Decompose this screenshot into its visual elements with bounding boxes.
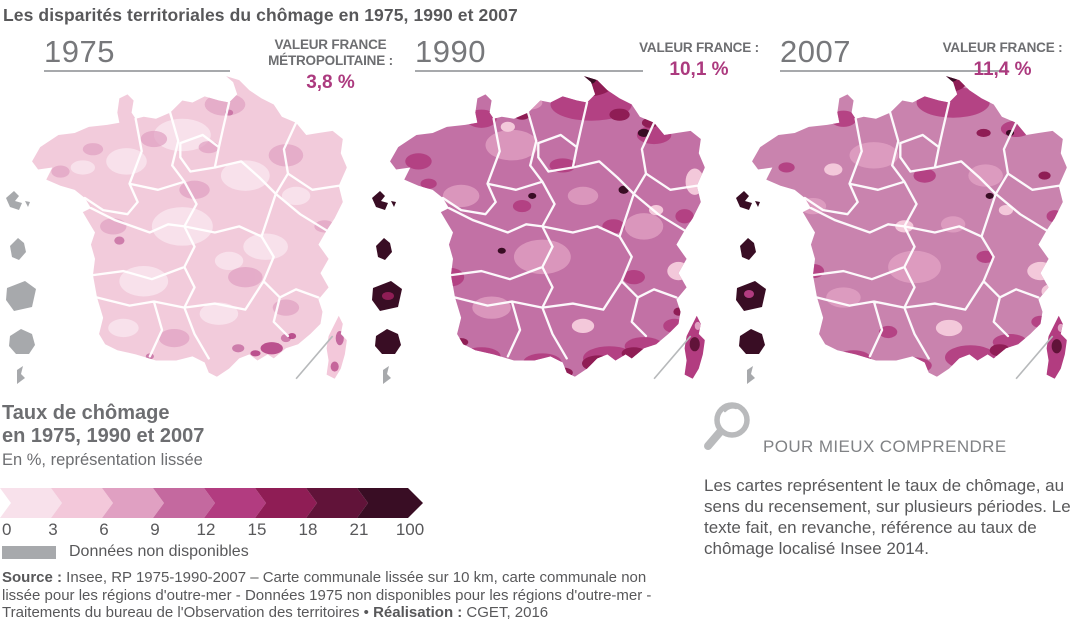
legend-scale-segment: [357, 488, 423, 518]
legend-tick: 0: [2, 520, 12, 539]
year-label-2007: 2007: [780, 34, 851, 69]
france-value-label-2007: VALEUR FRANCE :: [942, 40, 1063, 55]
legend-nodata-row: Données non disponibles: [2, 543, 249, 561]
france-map-1975: [32, 76, 347, 380]
corsica-separator-line: [295, 335, 334, 380]
france-value-block-1990: VALEUR FRANCE : 10,1 %: [618, 40, 780, 81]
corsica-1990: [684, 315, 705, 379]
texture-blob-group: [442, 95, 664, 319]
corsica-separator-line: [1015, 335, 1054, 380]
legend-title: Taux de chômage en 1975, 1990 et 2007: [2, 402, 204, 448]
page-title: Les disparités territoriales du chômage …: [3, 5, 518, 25]
france-value-block-1975: VALEUR FRANCE MÉTROPOLITAINE : 3,8 %: [243, 37, 418, 94]
year-underline-1975: [44, 70, 230, 72]
france-value-1990: 10,1 %: [669, 58, 729, 80]
legend-scale: [0, 488, 423, 518]
legend-subtitle: En %, représentation lissée: [2, 451, 203, 469]
legend-tick: 21: [349, 520, 369, 539]
legend-scale-segment: [51, 488, 113, 518]
source-text: Source : Insee, RP 1975-1990-2007 – Cart…: [2, 569, 666, 620]
realisation-body: CGET, 2016: [462, 604, 549, 620]
year-underline-2007: [780, 70, 1008, 72]
legend-scale-segment: [255, 488, 317, 518]
legend-scale-segment: [153, 488, 215, 518]
magnifier-icon: [704, 402, 750, 450]
legend-tick: 3: [48, 520, 58, 539]
note-heading: POUR MIEUX COMPRENDRE: [763, 437, 1007, 456]
france-value-2007: 11,4 %: [973, 58, 1032, 80]
nodata-label: Données non disponibles: [69, 543, 249, 560]
legend-scale-segment: [306, 488, 368, 518]
legend-tick: 18: [298, 520, 318, 539]
note-body: Les cartes représentent le taux de chôma…: [704, 476, 1071, 558]
legend-title-line2: en 1975, 1990 et 2007: [2, 424, 205, 447]
legend-tick: 100: [395, 520, 425, 539]
year-underline-1990: [415, 70, 643, 72]
corsica-separator-line: [653, 335, 692, 380]
legend-title-line1: Taux de chômage: [2, 402, 170, 424]
year-label-1990: 1990: [415, 34, 486, 69]
france-value-1975: 3,8 %: [306, 71, 355, 93]
map-fill-1990: [390, 76, 705, 377]
map-fill-1975: [32, 76, 347, 377]
texture-blob-group: [250, 333, 297, 357]
legend-tick: 12: [196, 520, 216, 539]
legend-scale-segment: [0, 488, 62, 518]
corsica-1975: [326, 315, 347, 379]
corsica-2007: [1046, 315, 1067, 379]
year-label-1975: 1975: [44, 34, 115, 69]
france-value-block-2007: VALEUR FRANCE : 11,4 %: [925, 40, 1080, 81]
legend-tick: 15: [247, 520, 267, 539]
legend-scale-segment: [102, 488, 164, 518]
legend-tick: 6: [99, 520, 109, 539]
france-value-label-1990: VALEUR FRANCE :: [639, 40, 759, 55]
overseas-texture: [382, 292, 394, 300]
realisation-label: Réalisation :: [373, 604, 463, 620]
nodata-swatch: [2, 545, 56, 559]
overseas-territories-2007: [736, 191, 766, 384]
overseas-territories-1990: [372, 191, 402, 384]
map-fill-2007: [752, 76, 1067, 377]
france-value-label-1975: VALEUR FRANCE MÉTROPOLITAINE :: [268, 37, 393, 68]
france-map-1990: [390, 76, 705, 380]
france-map-2007: [752, 76, 1067, 380]
legend-ticks: 0 3 6 9 12 15 18 21 100: [0, 520, 445, 542]
overseas-texture: [744, 290, 754, 298]
source-label: Source :: [2, 569, 63, 586]
legend-tick: 9: [150, 520, 160, 539]
source-body: Insee, RP 1975-1990-2007 – Carte communa…: [2, 569, 652, 620]
legend-scale-segment: [204, 488, 266, 518]
